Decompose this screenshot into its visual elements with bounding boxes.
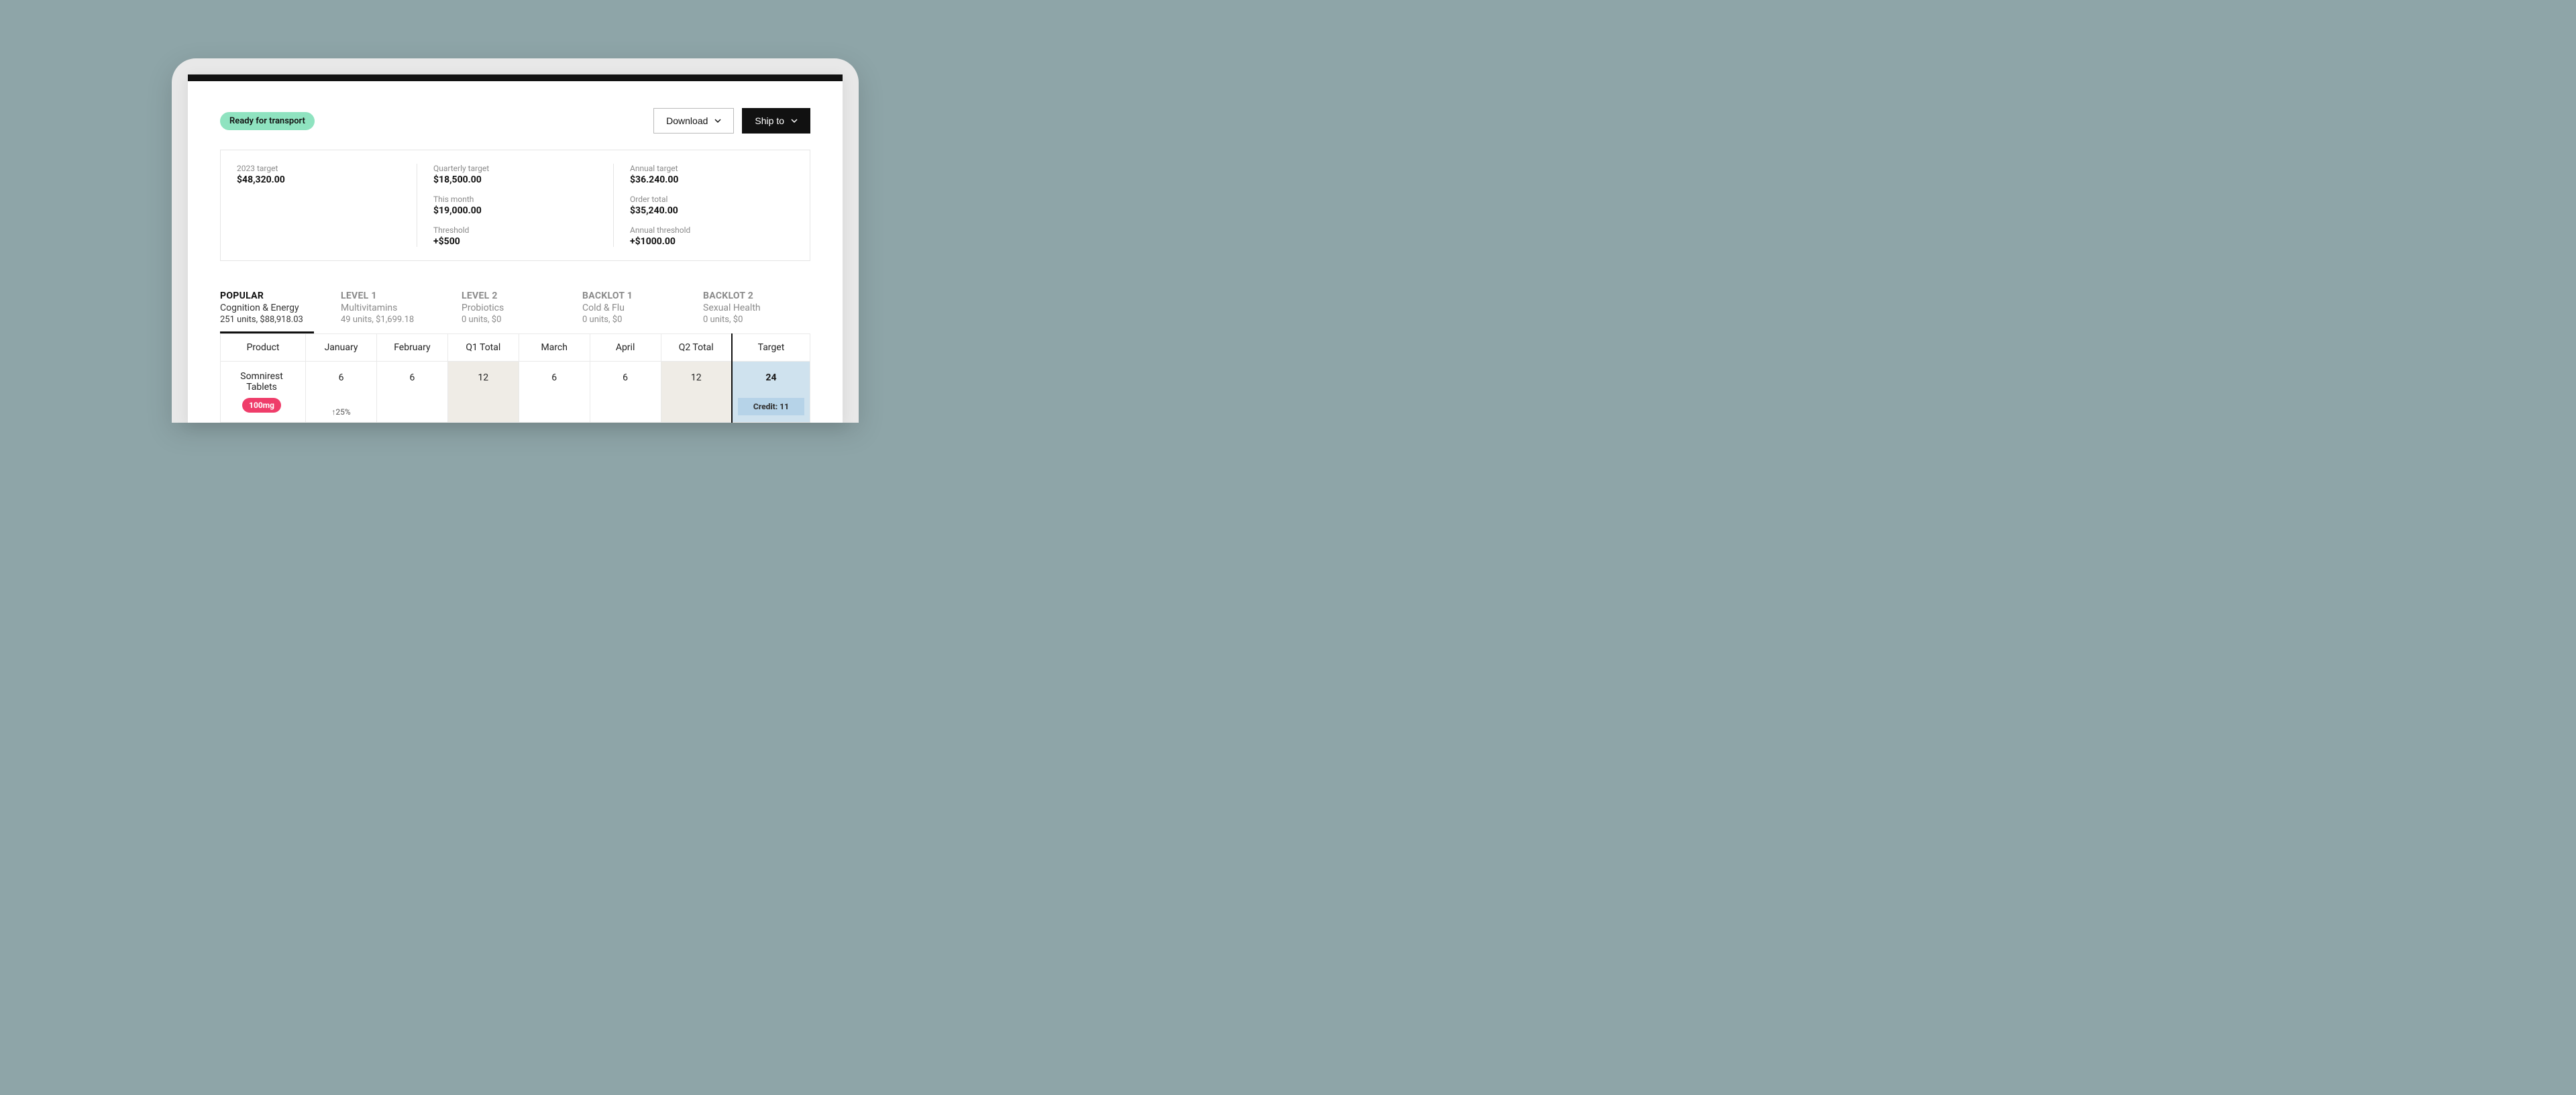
col-february: February <box>376 334 447 362</box>
col-target: Target <box>732 334 810 362</box>
header-row: Ready for transport Download Ship to <box>188 81 843 150</box>
metric: 2023 target $48,320.00 <box>237 164 400 185</box>
tab-meta: 251 units, $88,918.03 <box>220 315 314 325</box>
order-table: Product January February Q1 Total March … <box>220 333 810 423</box>
product-cell: Somnirest Tablets 100mg <box>221 362 306 423</box>
tab-title: POPULAR <box>220 291 314 301</box>
metric: Threshold +$500 <box>433 225 597 247</box>
metrics-col-2: Quarterly target $18,500.00 This month $… <box>417 164 613 247</box>
tab-subtitle: Multivitamins <box>341 303 435 313</box>
dose-badge: 100mg <box>242 398 281 413</box>
col-january: January <box>306 334 377 362</box>
cell-value: 6 <box>409 372 415 383</box>
metric-value: $18,500.00 <box>433 174 597 185</box>
tab-meta: 0 units, $0 <box>703 315 797 325</box>
col-april: April <box>590 334 661 362</box>
category-tabs: POPULAR Cognition & Energy 251 units, $8… <box>188 277 843 333</box>
tab-level-1[interactable]: LEVEL 1 Multivitamins 49 units, $1,699.1… <box>341 291 435 333</box>
product-name-line1: Somnirest <box>223 371 300 382</box>
tab-meta: 49 units, $1,699.18 <box>341 315 435 325</box>
col-march: March <box>519 334 590 362</box>
download-button[interactable]: Download <box>653 108 734 134</box>
order-table-wrap: Product January February Q1 Total March … <box>188 333 843 423</box>
col-q2-total: Q2 Total <box>661 334 732 362</box>
metric: Annual target $36.240.00 <box>630 164 794 185</box>
chevron-down-icon <box>791 117 798 124</box>
metric-label: Threshold <box>433 225 597 235</box>
metric-value: $19,000.00 <box>433 205 597 216</box>
metric: Annual threshold +$1000.00 <box>630 225 794 247</box>
tab-title: LEVEL 1 <box>341 291 435 301</box>
chevron-down-icon <box>714 117 721 124</box>
cell-value: 6 <box>339 372 344 383</box>
metrics-card: 2023 target $48,320.00 Quarterly target … <box>220 150 810 261</box>
cell-value: 12 <box>478 372 488 383</box>
tab-popular[interactable]: POPULAR Cognition & Energy 251 units, $8… <box>220 291 314 333</box>
metric-value: $36.240.00 <box>630 174 794 185</box>
metric-label: This month <box>433 195 597 204</box>
ship-to-button[interactable]: Ship to <box>742 108 810 134</box>
download-label: Download <box>666 115 708 126</box>
metric-label: Order total <box>630 195 794 204</box>
tab-level-2[interactable]: LEVEL 2 Probiotics 0 units, $0 <box>462 291 555 333</box>
tab-meta: 0 units, $0 <box>462 315 555 325</box>
cell-q1-total: 12 <box>447 362 519 423</box>
status-badge: Ready for transport <box>220 112 315 130</box>
window-top-bar <box>188 74 843 81</box>
col-product: Product <box>221 334 306 362</box>
tab-subtitle: Cold & Flu <box>582 303 676 313</box>
cell-march[interactable]: 6 <box>519 362 590 423</box>
metric-label: Quarterly target <box>433 164 597 173</box>
ship-to-label: Ship to <box>755 115 784 126</box>
cell-january[interactable]: 6 ↑25% <box>306 362 377 423</box>
target-value: 24 <box>738 372 804 383</box>
credit-bar: Credit: 11 <box>738 398 804 415</box>
metric: Order total $35,240.00 <box>630 195 794 216</box>
table-row: Somnirest Tablets 100mg 6 ↑25% 6 12 <box>221 362 810 423</box>
metric-value: +$1000.00 <box>630 236 794 247</box>
device-frame: Ready for transport Download Ship to <box>172 58 859 423</box>
cell-april[interactable]: 6 <box>590 362 661 423</box>
tab-title: BACKLOT 1 <box>582 291 676 301</box>
tab-title: LEVEL 2 <box>462 291 555 301</box>
metric-value: $48,320.00 <box>237 174 400 185</box>
table-header-row: Product January February Q1 Total March … <box>221 334 810 362</box>
cell-value: 12 <box>691 372 702 383</box>
tab-backlot-2[interactable]: BACKLOT 2 Sexual Health 0 units, $0 <box>703 291 797 333</box>
cell-february[interactable]: 6 <box>376 362 447 423</box>
metric: This month $19,000.00 <box>433 195 597 216</box>
metric-label: Annual target <box>630 164 794 173</box>
tab-title: BACKLOT 2 <box>703 291 797 301</box>
tab-backlot-1[interactable]: BACKLOT 1 Cold & Flu 0 units, $0 <box>582 291 676 333</box>
tab-subtitle: Cognition & Energy <box>220 303 314 313</box>
header-actions: Download Ship to <box>653 108 810 134</box>
cell-value: 6 <box>551 372 557 383</box>
metric-label: 2023 target <box>237 164 400 173</box>
metrics-col-3: Annual target $36.240.00 Order total $35… <box>613 164 810 247</box>
tab-subtitle: Probiotics <box>462 303 555 313</box>
cell-delta: ↑25% <box>306 407 376 417</box>
cell-target: 24 Credit: 11 <box>732 362 810 423</box>
metric: Quarterly target $18,500.00 <box>433 164 597 185</box>
col-q1-total: Q1 Total <box>447 334 519 362</box>
metric-label: Annual threshold <box>630 225 794 235</box>
product-name-line2: Tablets <box>223 382 300 393</box>
cell-q2-total: 12 <box>661 362 732 423</box>
tab-meta: 0 units, $0 <box>582 315 676 325</box>
cell-value: 6 <box>623 372 628 383</box>
metrics-col-1: 2023 target $48,320.00 <box>221 164 417 247</box>
tab-subtitle: Sexual Health <box>703 303 797 313</box>
metric-value: $35,240.00 <box>630 205 794 216</box>
screen: Ready for transport Download Ship to <box>188 74 843 423</box>
metric-value: +$500 <box>433 236 597 247</box>
